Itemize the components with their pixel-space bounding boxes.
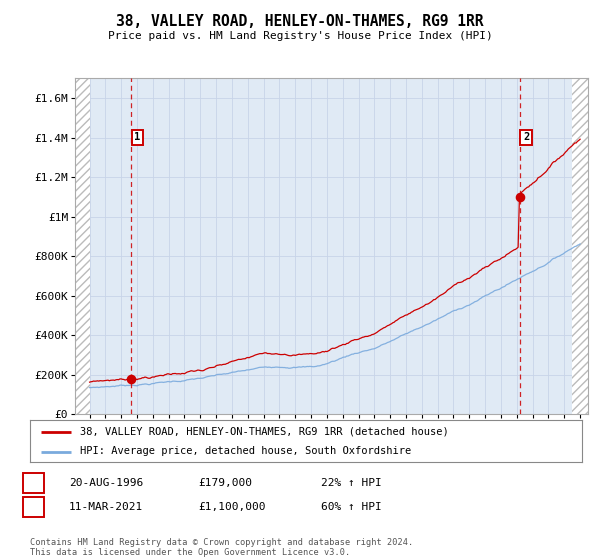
Text: Contains HM Land Registry data © Crown copyright and database right 2024.
This d: Contains HM Land Registry data © Crown c… [30, 538, 413, 557]
Text: 60% ↑ HPI: 60% ↑ HPI [321, 502, 382, 512]
Point [127, 375, 136, 384]
Text: 38, VALLEY ROAD, HENLEY-ON-THAMES, RG9 1RR: 38, VALLEY ROAD, HENLEY-ON-THAMES, RG9 1… [116, 14, 484, 29]
Bar [75, 78, 89, 414]
Text: £179,000: £179,000 [198, 478, 252, 488]
Text: 1: 1 [134, 132, 141, 142]
Text: HPI: Average price, detached house, South Oxfordshire: HPI: Average price, detached house, Sout… [80, 446, 411, 456]
Point [515, 193, 524, 202]
Text: 1: 1 [30, 478, 37, 488]
Text: 20-AUG-1996: 20-AUG-1996 [69, 478, 143, 488]
Text: 22% ↑ HPI: 22% ↑ HPI [321, 478, 382, 488]
Text: £1,100,000: £1,100,000 [198, 502, 265, 512]
Bar [572, 78, 596, 414]
Text: Price paid vs. HM Land Registry's House Price Index (HPI): Price paid vs. HM Land Registry's House … [107, 31, 493, 41]
Text: 2: 2 [523, 132, 529, 142]
Text: 11-MAR-2021: 11-MAR-2021 [69, 502, 143, 512]
Text: 2: 2 [30, 502, 37, 512]
Text: 38, VALLEY ROAD, HENLEY-ON-THAMES, RG9 1RR (detached house): 38, VALLEY ROAD, HENLEY-ON-THAMES, RG9 1… [80, 427, 448, 437]
